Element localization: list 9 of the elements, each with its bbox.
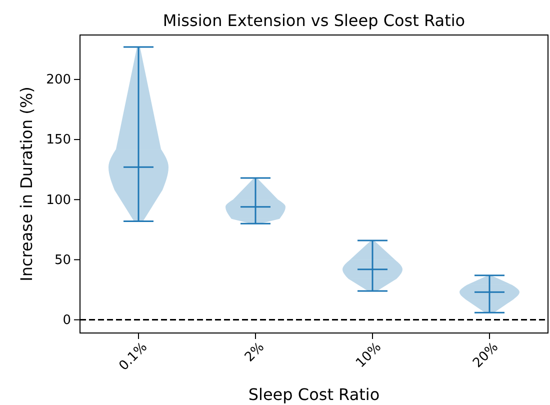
y-axis-title: Increase in Duration (%)	[17, 86, 36, 282]
y-tick-label: 100	[46, 192, 71, 208]
y-tick-label: 200	[46, 72, 71, 88]
chart-title: Mission Extension vs Sleep Cost Ratio	[162, 11, 466, 30]
x-tick-label: 2%	[242, 340, 268, 366]
x-axis-title: Sleep Cost Ratio	[248, 385, 380, 404]
y-tick-label: 150	[46, 132, 71, 148]
y-tick-label: 50	[54, 252, 71, 268]
y-tick-label: 0	[62, 312, 71, 328]
